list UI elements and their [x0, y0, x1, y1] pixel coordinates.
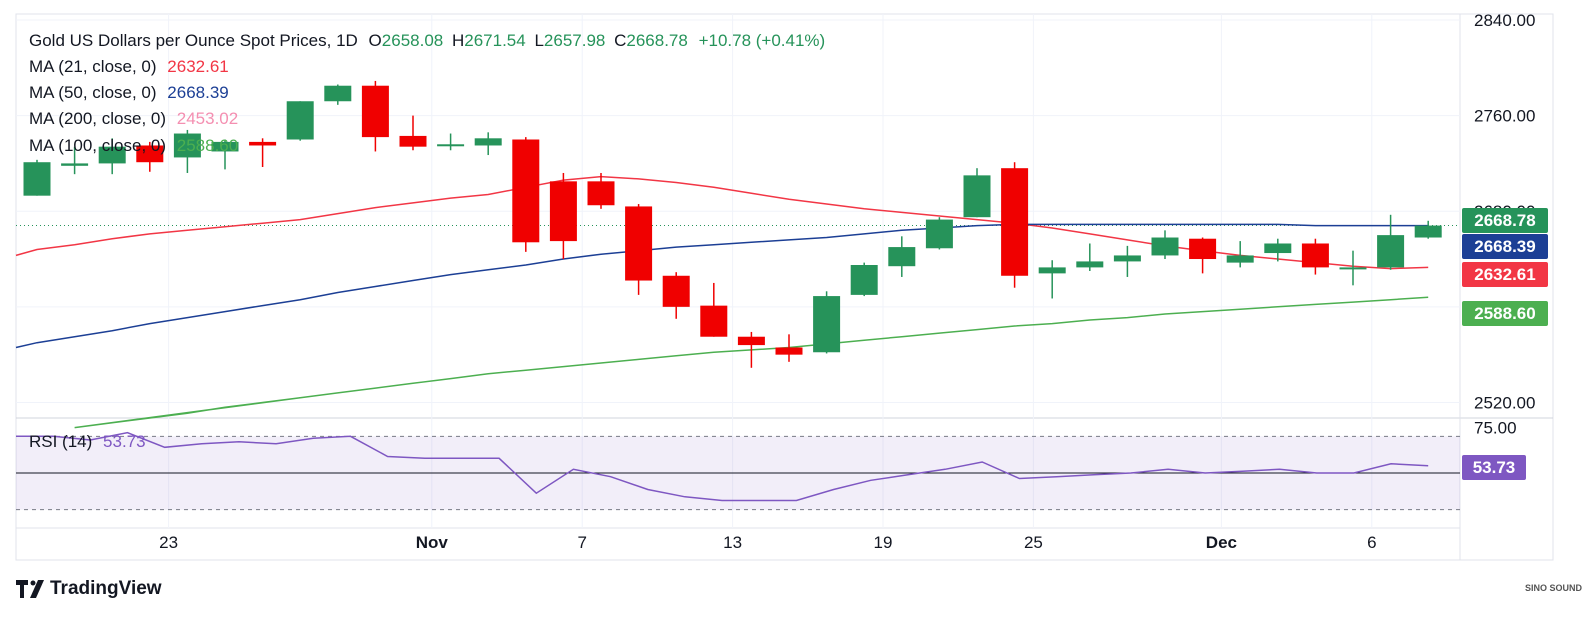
- legend-symbol: Gold US Dollars per Ounce Spot Prices, 1…: [29, 31, 358, 50]
- legend-ma200-value: 2453.02: [176, 109, 239, 128]
- candle-body: [211, 141, 239, 152]
- rsi-line: [16, 431, 1429, 502]
- ma21-price-tag: 2632.61: [1462, 262, 1548, 287]
- candle-body: [23, 162, 51, 196]
- chart-grid: [15, 13, 1554, 561]
- candle-body: [963, 175, 991, 218]
- time-tick-label: 19: [874, 533, 893, 552]
- legend-rsi-value: 53.73: [103, 432, 146, 451]
- candle-body: [98, 146, 126, 164]
- legend-ma50[interactable]: MA (50, close, 0) 2668.39: [29, 83, 229, 103]
- rsi-band: [16, 435, 1460, 511]
- candle-body: [775, 347, 803, 355]
- time-tick-label: 25: [1024, 533, 1043, 552]
- candle-body: [1189, 238, 1217, 260]
- candle-body: [286, 101, 314, 140]
- price-tick-label: 2760.00: [1474, 107, 1535, 126]
- candle-body: [1377, 235, 1405, 268]
- legend-rsi[interactable]: RSI (14) 53.73: [29, 432, 146, 452]
- candle-body: [737, 336, 765, 346]
- legend-high-label: H: [451, 31, 465, 50]
- tradingview-logo-icon: [16, 580, 44, 598]
- legend-high: 2671.54: [464, 31, 526, 50]
- candle-body: [474, 138, 502, 146]
- legend-ma100[interactable]: MA (100, close, 0) 2588.60: [29, 136, 238, 156]
- ma50-price-tag: 2668.39: [1462, 234, 1548, 259]
- legend-low: 2657.98: [543, 31, 606, 50]
- candle-body: [925, 219, 953, 249]
- rsi-price-tag: 53.73: [1462, 455, 1526, 480]
- candle-body: [324, 85, 352, 102]
- close-price-tag: 2668.78: [1462, 208, 1548, 233]
- candle-body: [700, 305, 728, 337]
- candle-body: [399, 135, 427, 147]
- candle-body: [1151, 237, 1179, 256]
- time-tick-label: 6: [1367, 533, 1376, 552]
- watermark: SINO SOUND: [1525, 583, 1582, 593]
- time-tick-label: 23: [159, 533, 178, 552]
- rsi-tick-label: 75.00: [1474, 418, 1517, 437]
- candle-body: [888, 247, 916, 267]
- candle-body: [1076, 261, 1104, 268]
- candle-body: [249, 141, 277, 146]
- candle-body: [813, 296, 841, 353]
- legend-ma50-value: 2668.39: [167, 83, 229, 102]
- candle-body: [61, 163, 89, 166]
- candle-body: [361, 85, 389, 138]
- legend-ma21-label: MA (21, close, 0): [29, 57, 157, 76]
- ma21-line: [15, 175, 1429, 270]
- tradingview-logo-text: TradingView: [50, 578, 162, 599]
- legend-close-label: C: [614, 31, 627, 50]
- candle-body: [173, 133, 201, 158]
- legend-ma21-value: 2632.61: [167, 57, 229, 76]
- candle-body: [625, 206, 653, 281]
- candle-body: [1339, 267, 1367, 270]
- tradingview-logo[interactable]: TradingView: [16, 578, 162, 600]
- ma100-price-tag: 2588.60: [1462, 301, 1548, 326]
- candle-body: [587, 181, 615, 206]
- legend-rsi-label: RSI (14): [29, 432, 93, 451]
- candle-body: [549, 181, 577, 242]
- candle-body: [1264, 243, 1292, 254]
- time-tick-label: Dec: [1206, 533, 1237, 552]
- candle-body: [136, 145, 164, 163]
- watermark-text: SINO SOUND: [1524, 583, 1582, 593]
- legend-change: +10.78 (+0.41%): [698, 31, 826, 50]
- legend-ma200-label: MA (200, close, 0): [29, 109, 167, 128]
- candle-body: [1226, 255, 1254, 263]
- ma50-line: [15, 223, 1429, 349]
- moving-average-lines: [15, 175, 1429, 429]
- price-tick-label: 2840.00: [1474, 11, 1535, 30]
- ma100-line: [74, 296, 1429, 429]
- legend-header: Gold US Dollars per Ounce Spot Prices, 1…: [29, 31, 825, 51]
- candle-body: [850, 265, 878, 295]
- legend-ma100-value: 2588.60: [176, 136, 239, 155]
- legend-ma200[interactable]: MA (200, close, 0) 2453.02: [29, 109, 238, 129]
- legend-low-label: L: [534, 31, 544, 50]
- legend-ma50-label: MA (50, close, 0): [29, 83, 157, 102]
- candles: [23, 80, 1442, 368]
- candle-body: [1414, 225, 1442, 238]
- legend-ma100-label: MA (100, close, 0): [29, 136, 167, 155]
- candle-body: [1038, 267, 1066, 274]
- chart-frame: [15, 13, 1554, 561]
- legend-close: 2668.78: [626, 31, 688, 50]
- legend-open: 2658.08: [381, 31, 444, 50]
- candle-body: [662, 275, 690, 307]
- candle-body: [1001, 168, 1029, 276]
- price-tick-label: 2520.00: [1474, 393, 1535, 412]
- time-tick-label: Nov: [416, 533, 449, 552]
- candle-body: [437, 144, 465, 147]
- candle-body: [1113, 255, 1141, 262]
- legend-open-label: O: [368, 31, 382, 50]
- candle-body: [512, 139, 540, 243]
- time-tick-label: 13: [723, 533, 742, 552]
- rsi-series-line: [16, 431, 1429, 502]
- time-tick-label: 7: [577, 533, 586, 552]
- legend-ma21[interactable]: MA (21, close, 0) 2632.61: [29, 57, 229, 77]
- candle-body: [1301, 243, 1329, 268]
